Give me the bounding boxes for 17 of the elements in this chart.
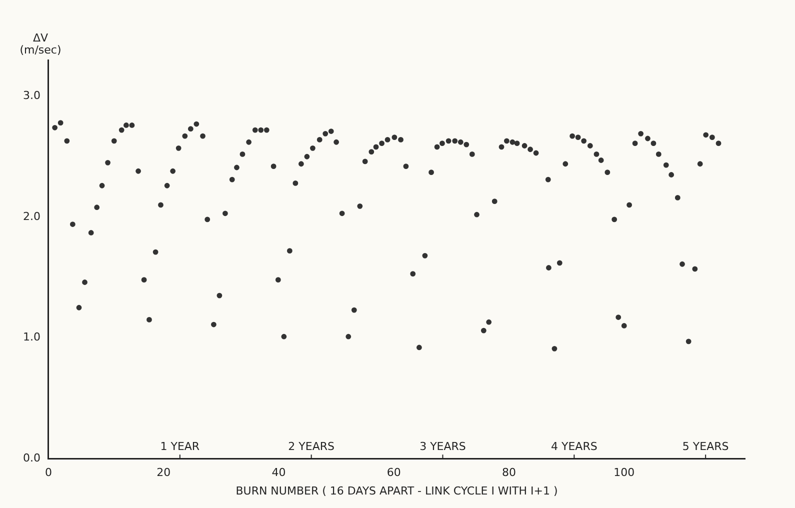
x2-tick-label: 5 YEARS	[682, 440, 729, 453]
x2-tick-label: 2 YEARS	[288, 440, 334, 453]
x2-tick-label: 1 YEAR	[160, 440, 200, 453]
y-tick-label: 0.0	[22, 451, 40, 464]
x-tick-label: 80	[502, 466, 516, 480]
y-axis-title: ΔV (m/sec)	[20, 31, 62, 56]
x-tick-label: 60	[386, 466, 401, 480]
x-axis-title: BURN NUMBER ( 16 DAYS APART - LINK CYCLE I WITH I+1 )	[236, 484, 558, 498]
y-tick-label: 1.0	[22, 330, 40, 344]
x2-tick-label: 3 YEARS	[420, 440, 466, 453]
x-tick-label: 20	[156, 466, 171, 480]
x-tick-label: 0	[44, 466, 52, 480]
x-tick-label: 40	[272, 466, 286, 480]
x2-tick-label: 4 YEARS	[550, 440, 598, 453]
y-tick-label: 3.0	[22, 89, 40, 102]
y-tick-label: 2.0	[22, 210, 40, 223]
x-tick-label: 100	[614, 466, 635, 480]
